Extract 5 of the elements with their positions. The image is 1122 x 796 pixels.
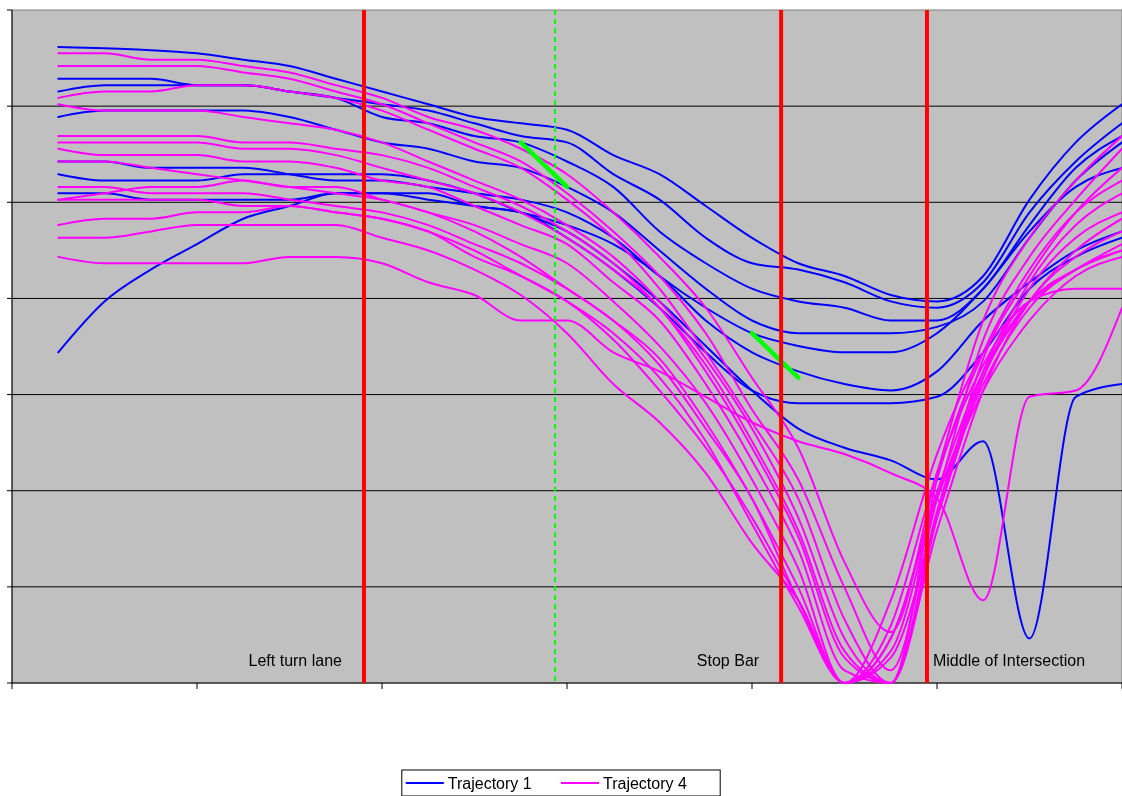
- annotation: Middle of Intersection: [932, 652, 1086, 669]
- annotation: Left turn lane: [248, 652, 343, 669]
- annotation: Stop Bar: [696, 652, 760, 669]
- legend-label: Trajectory 4: [603, 775, 687, 792]
- legend-label: Trajectory 1: [447, 775, 532, 792]
